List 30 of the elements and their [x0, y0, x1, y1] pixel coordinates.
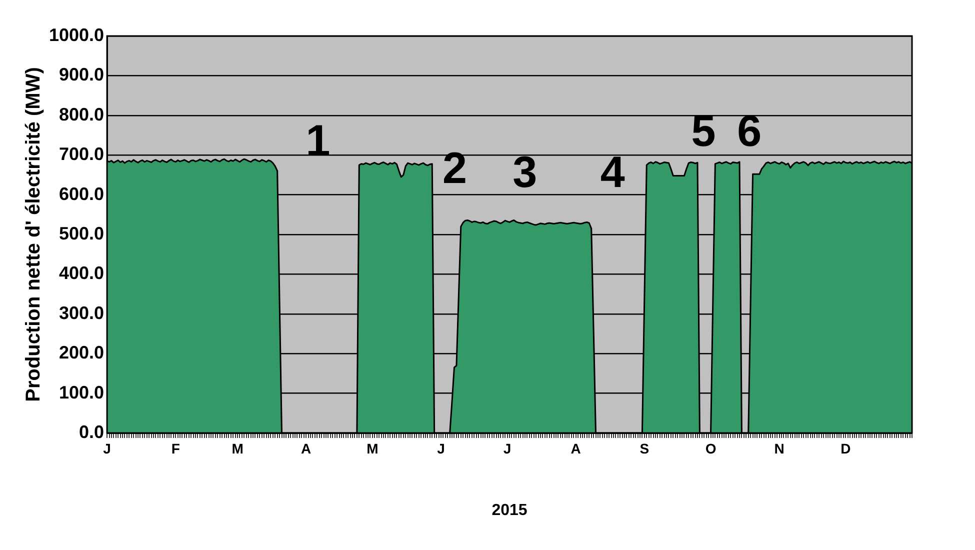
y-axis-title: Production nette d' électricité (MW)	[22, 67, 45, 402]
y-tick-label: 600.0	[59, 184, 104, 204]
y-tick-label: 400.0	[59, 263, 104, 284]
x-tick-label: J	[103, 440, 111, 456]
x-tick-label: J	[503, 440, 512, 456]
x-axis-title: 2015	[492, 502, 528, 519]
annotation: 2	[442, 144, 468, 194]
x-tick-label: S	[640, 440, 650, 456]
x-tick-label: N	[774, 440, 784, 456]
annotation: 6	[737, 107, 762, 156]
x-tick-label: F	[171, 440, 180, 456]
annotation: 5	[691, 107, 716, 156]
x-tick-label: J	[437, 440, 445, 456]
y-tick-label: 200.0	[59, 342, 104, 363]
y-tick-label: 0.0	[79, 422, 104, 442]
annotation: 3	[512, 148, 538, 198]
y-tick-label: 800.0	[59, 104, 104, 124]
y-tick-label: 1000.0	[48, 24, 104, 45]
x-tick-label: M	[232, 440, 244, 456]
x-tick-label: M	[366, 440, 378, 456]
y-tick-label: 100.0	[59, 382, 104, 402]
y-tick-label: 500.0	[59, 223, 104, 244]
annotation: 4	[600, 148, 626, 198]
y-tick-label: 300.0	[59, 302, 104, 323]
x-tick-label: A	[301, 440, 312, 456]
x-tick-label: O	[705, 440, 716, 456]
y-tick-label: 700.0	[59, 144, 104, 164]
x-tick-label: D	[840, 440, 851, 456]
y-tick-label: 900.0	[59, 64, 104, 85]
x-tick-label: A	[570, 440, 581, 456]
